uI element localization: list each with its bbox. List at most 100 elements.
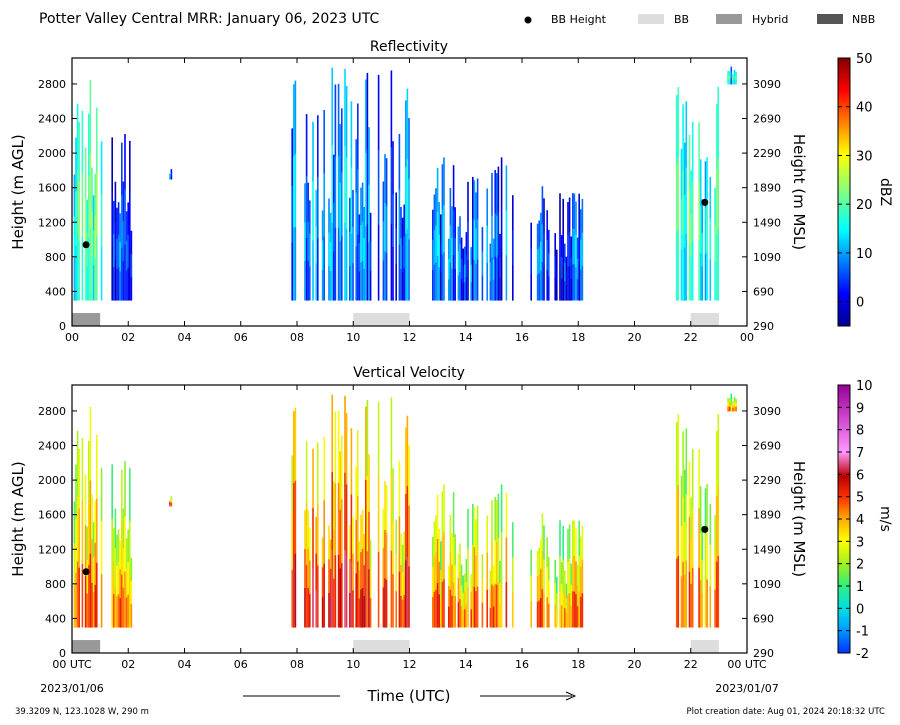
echo-column bbox=[709, 503, 712, 546]
echo-column bbox=[560, 562, 563, 585]
echo-column bbox=[117, 561, 120, 595]
echo-column bbox=[706, 484, 708, 533]
echo-column bbox=[337, 410, 340, 484]
echo-column bbox=[377, 401, 380, 478]
echo-column bbox=[565, 583, 568, 599]
echo-column bbox=[540, 597, 542, 628]
echo-column bbox=[491, 500, 493, 543]
echo-column bbox=[350, 560, 353, 628]
echo-column bbox=[86, 526, 88, 561]
y-tick-label: 2800 bbox=[38, 405, 66, 418]
echo-column bbox=[312, 121, 314, 182]
bb-height-point bbox=[82, 568, 90, 576]
echo-column bbox=[127, 267, 129, 301]
echo-column bbox=[355, 519, 357, 574]
echo-column bbox=[489, 589, 492, 609]
echo-column bbox=[568, 558, 571, 594]
echo-column bbox=[363, 565, 365, 597]
echo-column bbox=[476, 546, 479, 587]
echo-column bbox=[75, 518, 77, 574]
echo-column bbox=[385, 532, 388, 581]
echo-column bbox=[730, 393, 733, 400]
echo-column bbox=[368, 511, 370, 570]
echo-column bbox=[377, 552, 380, 628]
x-tick-label: 00 bbox=[740, 331, 754, 344]
y-tick-label: 400 bbox=[45, 612, 66, 625]
y-tick-label: 0 bbox=[59, 647, 66, 660]
echo-column bbox=[349, 231, 351, 267]
echo-column bbox=[169, 502, 171, 505]
echo-column bbox=[304, 510, 306, 550]
echo-column bbox=[470, 282, 472, 301]
echo-column bbox=[125, 211, 128, 242]
echo-column bbox=[169, 175, 171, 178]
y-tick-label: 2000 bbox=[38, 147, 66, 160]
echo-column bbox=[307, 260, 309, 301]
echo-column bbox=[366, 551, 369, 628]
echo-column bbox=[497, 582, 500, 628]
echo-column bbox=[89, 153, 92, 228]
echo-column bbox=[382, 548, 385, 588]
x-tick-label: 06 bbox=[234, 331, 248, 344]
echo-column bbox=[728, 406, 731, 412]
echo-column bbox=[701, 559, 704, 594]
echo-column bbox=[291, 569, 293, 628]
echo-column bbox=[86, 560, 88, 595]
echo-column bbox=[436, 167, 439, 213]
echo-column bbox=[125, 567, 128, 598]
echo-column bbox=[403, 204, 405, 237]
echo-column bbox=[94, 584, 96, 628]
echo-column bbox=[334, 156, 337, 229]
colorbar-tick-label: 8 bbox=[856, 424, 864, 439]
y-right-tick-label: 290 bbox=[753, 320, 774, 333]
echo-column bbox=[481, 602, 484, 628]
echo-column bbox=[699, 159, 702, 207]
echo-column bbox=[309, 560, 311, 595]
echo-column bbox=[403, 236, 405, 269]
echo-column bbox=[473, 220, 476, 261]
echo-column bbox=[395, 591, 397, 628]
echo-column bbox=[401, 245, 404, 274]
colorbar-tick-label: 3 bbox=[856, 535, 864, 550]
echo-column bbox=[688, 516, 691, 573]
echo-column bbox=[113, 594, 115, 628]
echo-column bbox=[84, 198, 87, 250]
colorbar-tick-label: 30 bbox=[856, 149, 873, 164]
echo-column bbox=[538, 247, 540, 274]
echo-column bbox=[73, 216, 76, 259]
echo-column bbox=[470, 574, 472, 593]
echo-column bbox=[440, 598, 442, 628]
echo-column bbox=[733, 69, 736, 75]
echo-column bbox=[81, 111, 84, 175]
y-right-tick-label: 690 bbox=[753, 612, 774, 625]
echo-column bbox=[505, 255, 508, 301]
echo-column bbox=[91, 582, 93, 628]
echo-column bbox=[685, 428, 688, 496]
colorbar-tick-label: 1 bbox=[856, 580, 864, 595]
echo-column bbox=[368, 454, 370, 513]
echo-column bbox=[401, 572, 404, 601]
echo-column bbox=[94, 257, 96, 301]
echo-column bbox=[121, 142, 123, 196]
echo-column bbox=[572, 228, 574, 265]
echo-column bbox=[349, 266, 351, 301]
echo-column bbox=[438, 202, 440, 236]
echo-column bbox=[398, 134, 401, 190]
echo-column bbox=[127, 235, 129, 269]
echo-column bbox=[84, 474, 87, 526]
x-tick-label: 16 bbox=[515, 658, 529, 671]
echo-column bbox=[492, 279, 495, 301]
echo-column bbox=[454, 565, 456, 597]
y-right-tick-label: 1890 bbox=[753, 182, 781, 195]
echo-column bbox=[88, 440, 90, 504]
echo-column bbox=[476, 178, 479, 220]
echo-column bbox=[81, 501, 84, 565]
echo-column bbox=[334, 411, 337, 484]
echo-column bbox=[496, 542, 498, 586]
echo-column bbox=[680, 576, 683, 628]
echo-column bbox=[496, 215, 498, 259]
echo-column bbox=[113, 233, 115, 268]
echo-column bbox=[536, 274, 539, 301]
echo-column bbox=[350, 101, 353, 168]
echo-column bbox=[293, 411, 295, 484]
